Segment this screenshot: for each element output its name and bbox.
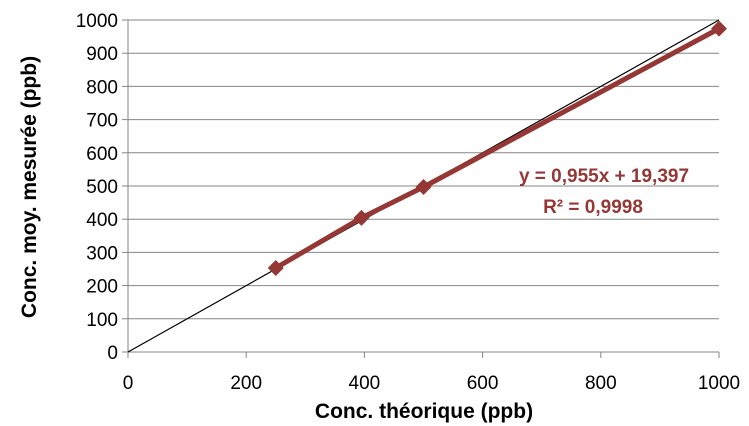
trendline-equation: y = 0,955x + 19,397 bbox=[519, 166, 689, 187]
y-tick-label: 0 bbox=[107, 343, 118, 364]
x-tick-label: 400 bbox=[349, 373, 381, 394]
x-axis-title: Conc. théorique (ppb) bbox=[315, 400, 533, 423]
y-tick-label: 900 bbox=[86, 44, 118, 65]
series-group bbox=[267, 20, 727, 277]
x-tick-label: 800 bbox=[585, 373, 617, 394]
data-point-marker bbox=[415, 178, 432, 195]
tick-labels: 0 100 200 300 400 500 600 700 800 900 1000 0 200 400 6… bbox=[76, 11, 740, 394]
data-point-marker bbox=[267, 260, 284, 277]
y-tick-label: 200 bbox=[86, 277, 118, 298]
y-tick-label: 500 bbox=[86, 177, 118, 198]
y-tick-label: 100 bbox=[86, 310, 118, 331]
x-tick-label: 0 bbox=[123, 373, 134, 394]
y-tick-label: 400 bbox=[86, 210, 118, 231]
y-tick-label: 700 bbox=[86, 111, 118, 132]
y-tick-label: 1000 bbox=[76, 11, 118, 32]
y-tick-label: 600 bbox=[86, 144, 118, 165]
x-tick-label: 600 bbox=[467, 373, 499, 394]
x-tick-label: 200 bbox=[230, 373, 262, 394]
axes bbox=[122, 19, 720, 358]
y-axis-title: Conc. moy. mesurée (ppb) bbox=[18, 56, 41, 318]
y-tick-label: 800 bbox=[86, 77, 118, 98]
y-tick-label: 300 bbox=[86, 243, 118, 264]
series-line bbox=[273, 26, 722, 271]
x-tick-label: 1000 bbox=[698, 373, 740, 394]
data-point-marker bbox=[711, 20, 727, 37]
r-squared-label: R² = 0,9998 bbox=[543, 197, 643, 218]
data-point-marker bbox=[353, 209, 370, 226]
